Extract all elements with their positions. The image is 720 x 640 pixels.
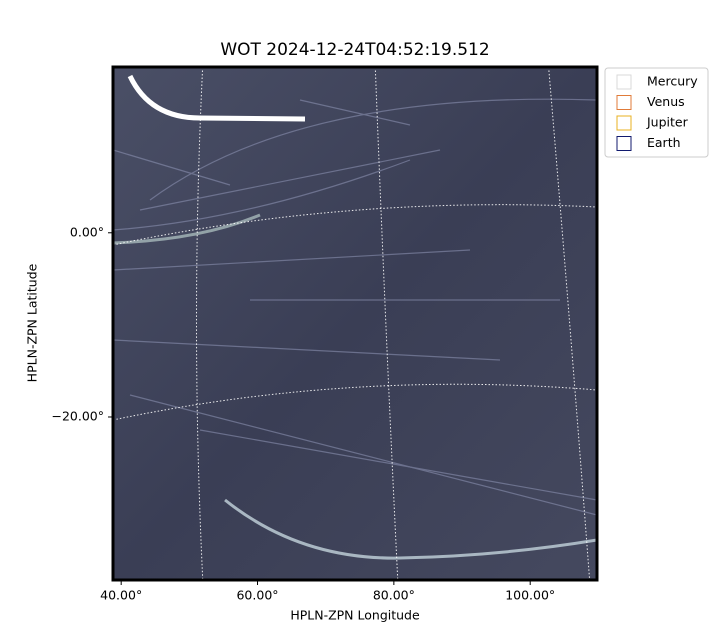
x-tick-label: 80.00° [373, 588, 415, 603]
legend-label: Mercury [647, 74, 698, 89]
sky-image [113, 67, 597, 580]
x-axis-label: HPLN-ZPN Longitude [290, 608, 420, 623]
axes-frame [111, 65, 599, 582]
x-tick-label: 60.00° [236, 588, 278, 603]
chart-title: WOT 2024-12-24T04:52:19.512 [220, 40, 489, 60]
y-tick-label: −20.00° [51, 408, 104, 423]
legend: Mercury Venus Jupiter Earth [604, 67, 709, 158]
x-tick-label: 100.00° [505, 588, 555, 603]
legend-label: Earth [647, 135, 681, 150]
y-tick-label: 0.00° [70, 224, 104, 239]
legend-swatch [616, 115, 632, 131]
legend-label: Venus [647, 94, 685, 109]
x-tick-label: 40.00° [100, 588, 142, 603]
legend-swatch [616, 95, 632, 110]
legend-label: Jupiter [646, 115, 689, 130]
legend-swatch [616, 136, 632, 151]
legend-swatch [616, 74, 632, 90]
y-axis-label: HPLN-ZPN Latitude [25, 263, 40, 382]
